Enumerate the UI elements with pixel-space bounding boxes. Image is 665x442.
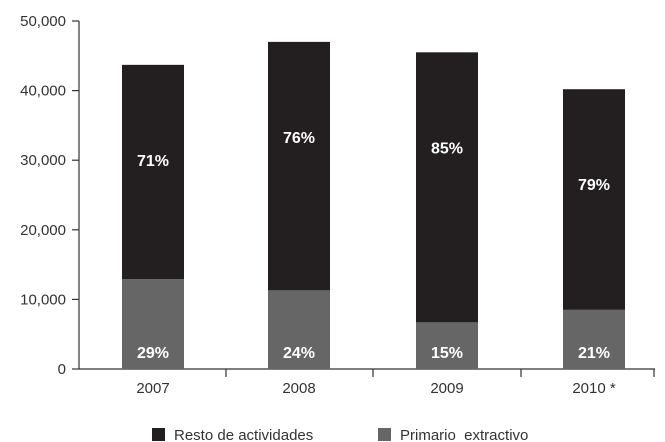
bar-data-label: 76%: [283, 130, 315, 147]
y-tick-label: 10,000: [20, 291, 66, 308]
x-tick-label: 2007: [136, 380, 169, 397]
bar-segment-primario: [122, 279, 184, 369]
y-tick-label: 30,000: [20, 152, 66, 169]
legend-label-primario: Primario extractivo: [400, 427, 528, 442]
legend: Resto de actividades Primario extractivo: [152, 427, 528, 442]
legend-swatch-resto: [152, 428, 165, 441]
bar-segment-resto: [268, 41, 330, 291]
bar-data-label: 24%: [283, 345, 315, 362]
legend-swatch-primario: [378, 428, 391, 441]
x-tick-label: 2008: [282, 380, 315, 397]
bar-data-label: 15%: [431, 345, 463, 362]
y-axis: 0 10,000 20,000 30,000 40,000 50,000: [20, 13, 80, 378]
bar-segment-primario: [563, 309, 625, 369]
bar-segment-primario: [268, 290, 330, 369]
bars: 29% 71% 24% 76% 15% 85% 21% 79%: [122, 41, 625, 369]
bar-segment-resto: [416, 52, 478, 323]
bar-segment-resto: [122, 64, 184, 280]
bar-data-label: 71%: [137, 153, 169, 170]
bar-segment-primario: [416, 322, 478, 369]
x-axis: 2007 2008 2009 2010 *: [79, 368, 655, 397]
bar-data-label: 21%: [578, 345, 610, 362]
bar-data-label: 79%: [578, 177, 610, 194]
x-tick-label: 2010 *: [572, 380, 616, 397]
bar-data-label: 85%: [431, 140, 463, 157]
y-tick-label: 20,000: [20, 222, 66, 239]
bar-data-label: 29%: [137, 345, 169, 362]
x-tick-label: 2009: [430, 380, 463, 397]
y-tick-label: 40,000: [20, 83, 66, 100]
y-tick-label: 50,000: [20, 13, 66, 30]
bar-segment-resto: [563, 89, 625, 310]
legend-label-resto: Resto de actividades: [174, 427, 313, 442]
y-tick-label: 0: [58, 361, 66, 378]
